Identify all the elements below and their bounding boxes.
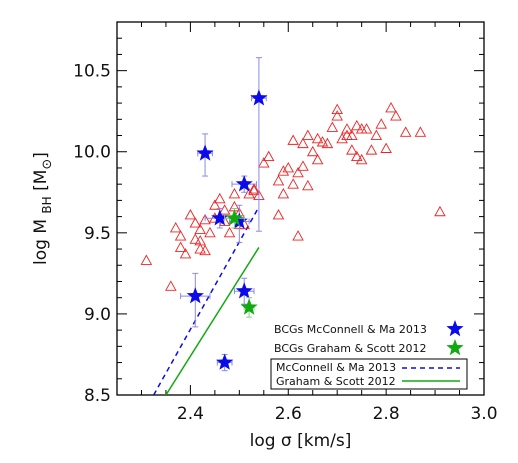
triangle-point — [140, 254, 153, 265]
triangle-point — [248, 184, 260, 196]
triangle-point — [292, 166, 304, 178]
legend-label-graham-stars: BCGs Graham & Scott 2012 — [274, 342, 426, 355]
plot-frame — [116, 21, 485, 396]
triangle-point — [351, 119, 363, 131]
fit-line-solid — [165, 247, 260, 395]
triangle-point — [174, 230, 187, 241]
triangle-point — [414, 126, 427, 137]
triangle-point — [385, 102, 397, 113]
triangle-point — [209, 199, 221, 210]
legend-label-mcconnell-line: McConnell & Ma 2013 — [276, 361, 396, 374]
triangle-point — [311, 153, 324, 165]
y-tick-label: 10.0 — [73, 143, 111, 163]
triangle-point — [355, 153, 368, 165]
star-point — [230, 212, 248, 229]
triangle-point — [194, 243, 206, 254]
star-point — [196, 144, 214, 161]
triangle-point — [287, 178, 299, 189]
triangle-point — [165, 280, 177, 291]
star-point — [235, 175, 253, 192]
triangle-point — [174, 241, 187, 252]
triangle-point — [189, 233, 202, 244]
triangle-point — [390, 110, 402, 121]
triangle-point — [399, 126, 412, 137]
triangle-point — [311, 132, 324, 144]
triangle-point — [360, 123, 373, 134]
triangle-point — [336, 132, 348, 144]
x-tick-label: 2.8 — [373, 404, 400, 424]
triangle-point — [282, 162, 295, 173]
x-tick-label: 2.4 — [177, 404, 204, 424]
triangle-point — [326, 121, 339, 132]
triangle-point — [199, 244, 211, 256]
y-axis-title: log M BH [M⊙] — [31, 152, 55, 265]
triangle-point — [277, 187, 290, 199]
star-point — [186, 287, 204, 304]
triangle-point — [199, 213, 211, 225]
triangle-point — [341, 123, 353, 134]
legend-star-blue — [446, 320, 464, 337]
triangle-point — [272, 209, 285, 220]
y-tick-label: 9.0 — [84, 305, 111, 325]
triangle-point — [179, 247, 192, 259]
triangle-point — [169, 222, 182, 233]
triangle-point — [346, 129, 358, 140]
triangle-point — [292, 230, 304, 241]
y-tick-label: 8.5 — [84, 386, 111, 406]
triangle-point — [297, 160, 309, 171]
triangle-point — [297, 137, 309, 149]
triangle-point — [380, 142, 392, 153]
triangle-point — [341, 129, 353, 140]
triangle-point — [331, 110, 343, 121]
triangle-point — [228, 187, 241, 199]
star-point — [235, 282, 253, 299]
triangle-point — [287, 134, 299, 145]
star-point — [216, 353, 234, 370]
triangle-point — [346, 144, 358, 155]
triangle-point — [370, 129, 383, 140]
legend: BCGs McConnell & Ma 2013 BCGs Graham & Sc… — [270, 320, 468, 390]
triangle-point — [316, 136, 329, 147]
triangle-point — [277, 165, 290, 176]
y-tick-label: 10.5 — [73, 62, 111, 82]
star-point — [250, 89, 268, 106]
triangle-point — [223, 226, 236, 238]
triangle-point — [306, 145, 319, 157]
triangle-point — [248, 183, 260, 194]
triangle-point — [351, 150, 363, 162]
triangle-point — [258, 157, 270, 168]
y-tick-label: 9.5 — [84, 224, 111, 244]
triangle-point — [355, 123, 368, 134]
star-point — [211, 209, 229, 226]
triangle-point — [302, 129, 314, 140]
triangle-point — [189, 217, 202, 228]
triangle-point — [184, 209, 197, 220]
legend-star-green — [446, 339, 464, 356]
triangle-point — [218, 204, 231, 215]
x-tick-label: 2.6 — [275, 404, 302, 424]
legend-label-graham-line: Graham & Scott 2012 — [276, 375, 396, 388]
triangle-point — [365, 144, 378, 155]
star-point — [225, 209, 243, 226]
triangle-point — [321, 137, 334, 149]
star-point — [240, 298, 258, 315]
triangle-point — [213, 192, 226, 204]
triangle-point — [434, 205, 446, 217]
triangle-point — [272, 175, 285, 186]
legend-label-mcconnell-stars: BCGs McConnell & Ma 2013 — [274, 323, 427, 336]
triangle-point — [331, 103, 343, 115]
legend-box — [270, 358, 468, 390]
x-axis-title: log σ [km/s] — [250, 431, 352, 451]
triangle-point — [375, 118, 388, 129]
triangle-point — [302, 179, 314, 191]
triangle-point — [204, 226, 216, 238]
triangle-point — [262, 150, 275, 162]
x-tick-label: 3.0 — [470, 404, 497, 424]
triangle-point — [194, 223, 206, 235]
